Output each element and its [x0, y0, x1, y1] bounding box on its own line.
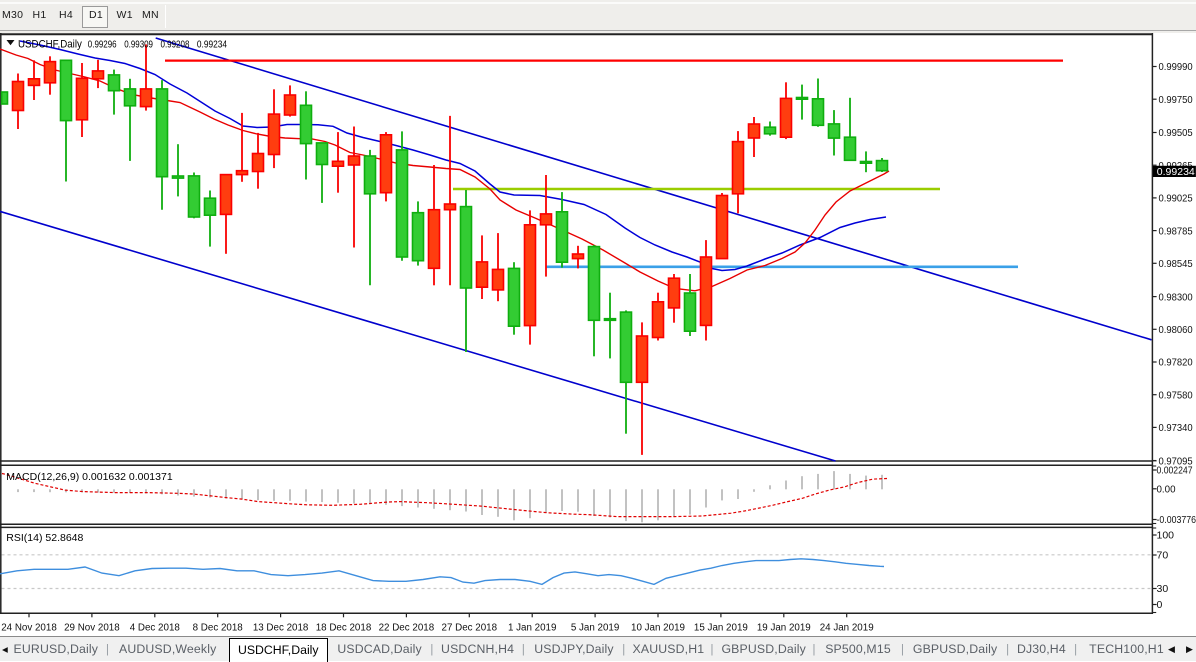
svg-text:29 Nov 2018: 29 Nov 2018	[64, 622, 120, 633]
svg-text:100: 100	[1157, 530, 1175, 542]
svg-text:13 Dec 2018: 13 Dec 2018	[253, 622, 309, 633]
svg-text:8 Dec 2018: 8 Dec 2018	[193, 622, 244, 633]
svg-text:15 Jan 2019: 15 Jan 2019	[694, 622, 748, 633]
svg-text:0.98060: 0.98060	[1159, 324, 1193, 336]
svg-text:0.98785: 0.98785	[1159, 225, 1193, 237]
svg-text:MACD(12,26,9) 0.001632 0.00137: MACD(12,26,9) 0.001632 0.001371	[6, 471, 173, 483]
svg-text:27 Dec 2018: 27 Dec 2018	[442, 622, 498, 633]
svg-text:0: 0	[1157, 599, 1163, 611]
svg-text:18 Dec 2018: 18 Dec 2018	[316, 622, 372, 633]
svg-text:0.99990: 0.99990	[1159, 61, 1193, 73]
svg-text:0.99234: 0.99234	[197, 39, 227, 51]
svg-text:30: 30	[1157, 583, 1169, 595]
svg-text:10 Jan 2019: 10 Jan 2019	[631, 622, 685, 633]
svg-text:0.99750: 0.99750	[1159, 94, 1193, 106]
svg-text:0.98545: 0.98545	[1159, 258, 1193, 270]
svg-text:0.00: 0.00	[1157, 484, 1176, 496]
svg-text:24 Nov 2018: 24 Nov 2018	[1, 622, 57, 633]
svg-text:0.97820: 0.97820	[1159, 357, 1193, 369]
svg-text:0.99234: 0.99234	[1157, 166, 1195, 178]
svg-text:0.99296: 0.99296	[88, 39, 117, 51]
svg-text:0.98300: 0.98300	[1159, 291, 1193, 303]
svg-text:5 Jan 2019: 5 Jan 2019	[571, 622, 619, 633]
svg-text:1 Jan 2019: 1 Jan 2019	[508, 622, 556, 633]
svg-text:USDCHF,Daily: USDCHF,Daily	[18, 39, 82, 51]
svg-text:0.99309: 0.99309	[124, 39, 153, 51]
svg-text:RSI(14) 52.8648: RSI(14) 52.8648	[6, 532, 83, 544]
svg-text:0.97580: 0.97580	[1159, 389, 1193, 401]
svg-text:0.99025: 0.99025	[1159, 193, 1193, 205]
svg-text:24 Jan 2019: 24 Jan 2019	[820, 622, 874, 633]
svg-text:0.97340: 0.97340	[1159, 422, 1193, 434]
svg-text:70: 70	[1157, 550, 1169, 562]
svg-text:19 Jan 2019: 19 Jan 2019	[757, 622, 811, 633]
svg-text:-0.003776: -0.003776	[1157, 514, 1196, 526]
svg-text:22 Dec 2018: 22 Dec 2018	[379, 622, 435, 633]
svg-text:0.99505: 0.99505	[1159, 127, 1193, 139]
svg-text:0.99208: 0.99208	[161, 39, 190, 51]
svg-text:4 Dec 2018: 4 Dec 2018	[130, 622, 181, 633]
svg-text:0.002247: 0.002247	[1157, 465, 1193, 477]
